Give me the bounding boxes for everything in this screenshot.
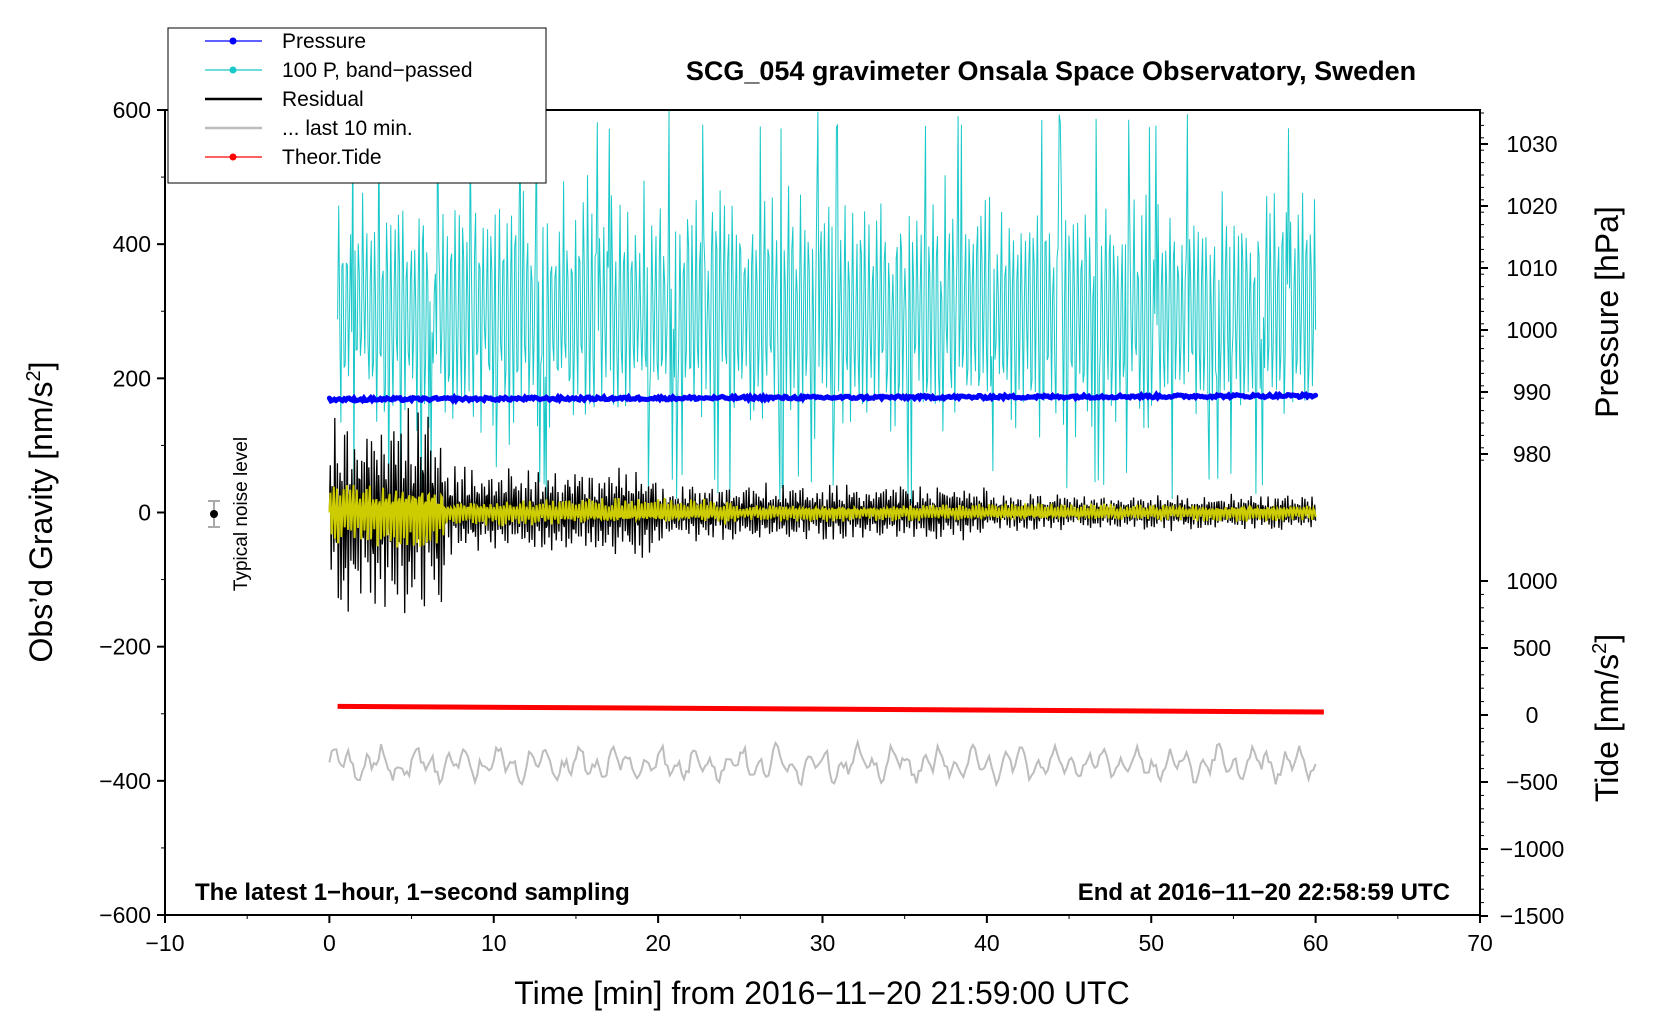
pressure-tick-label-4: 1020 — [1506, 193, 1557, 219]
legend-label-1: 100 P, band−passed — [282, 59, 473, 82]
x-tick-label-3: 20 — [645, 930, 671, 956]
y-tick-label-6: 600 — [113, 97, 151, 123]
legend-label-4: Theor.Tide — [282, 146, 382, 169]
y-tick-label-5: 400 — [113, 231, 151, 257]
pressure-tick-label-3: 1010 — [1506, 255, 1557, 281]
noise-point — [210, 510, 218, 518]
noise-label: Typical noise level — [231, 437, 252, 591]
pressure-tick-label-2: 1000 — [1506, 317, 1557, 343]
tick-layer: −10 0 10 20 30 40 50 60 70−600−400−2000200400600… — [99, 97, 1564, 956]
legend-marker-0 — [229, 37, 237, 45]
x-tick-label-4: 30 — [810, 930, 836, 956]
data-layer — [326, 110, 1324, 788]
y-axis-title-main: Obs’d Gravity [nm/s — [23, 382, 59, 663]
legend-label-2: Residual — [282, 88, 364, 111]
x-tick-label-0: −10 — [145, 930, 184, 956]
y-axis-title-sup: 2 — [23, 370, 45, 381]
legend: Pressure 100 P, band−passed Residual ... la… — [167, 27, 547, 184]
tide-axis-title-main: Tide [nm/s — [1589, 654, 1625, 802]
x-tick-label-2: 10 — [481, 930, 507, 956]
x-tick-label-6: 50 — [1138, 930, 1164, 956]
series-last10min-line — [328, 738, 1317, 788]
y-tick-label-2: −200 — [99, 634, 151, 660]
legend-label-3: ... last 10 min. — [282, 117, 413, 140]
pressure-axis-title: Pressure [hPa] — [1589, 206, 1625, 418]
note-sampling: The latest 1−hour, 1−second sampling — [195, 879, 630, 906]
x-axis-title: Time [min] from 2016−11−20 21:59:00 UTC — [514, 975, 1129, 1011]
legend-label-0: Pressure — [282, 30, 366, 53]
y-axis-title-close: ] — [23, 362, 59, 371]
x-tick-label-1: 0 — [323, 930, 336, 956]
tide-axis-title: Tide [nm/s2] — [1589, 634, 1625, 802]
tide-tick-label-2: −500 — [1506, 769, 1558, 795]
x-tick-label-5: 40 — [974, 930, 1000, 956]
tide-tick-label-1: −1000 — [1500, 836, 1565, 862]
x-tick-label-8: 70 — [1467, 930, 1493, 956]
tide-tick-label-4: 500 — [1513, 635, 1551, 661]
tide-tick-label-3: 0 — [1526, 702, 1539, 728]
note-end-time: End at 2016−11−20 22:58:59 UTC — [1078, 879, 1450, 906]
tide-tick-label-0: −1500 — [1500, 903, 1565, 929]
pressure-tick-label-5: 1030 — [1506, 131, 1557, 157]
tide-tick-label-5: 1000 — [1506, 568, 1557, 594]
series-tide-line — [337, 703, 1324, 715]
series-pressure-line — [326, 390, 1319, 405]
legend-marker-4 — [229, 153, 237, 161]
noise-level-indicator: Typical noise level — [208, 437, 252, 591]
series-bandpassed-line — [337, 110, 1317, 504]
legend-marker-1 — [229, 66, 237, 74]
pressure-tick-label-0: 980 — [1513, 441, 1551, 467]
x-tick-label-7: 60 — [1303, 930, 1329, 956]
y-tick-label-3: 0 — [138, 500, 151, 526]
y-tick-label-1: −400 — [99, 768, 151, 794]
chart-title: SCG_054 gravimeter Onsala Space Observat… — [686, 56, 1416, 86]
pressure-tick-label-1: 990 — [1513, 379, 1551, 405]
tide-axis-title-close: ] — [1589, 634, 1625, 643]
series-residual-overlay-line — [328, 484, 1317, 548]
legend-items: Pressure 100 P, band−passed Residual ... la… — [205, 30, 473, 169]
y-axis-title: Obs’d Gravity [nm/s2] — [23, 362, 59, 663]
y-tick-label-4: 200 — [113, 365, 151, 391]
y-tick-label-0: −600 — [99, 902, 151, 928]
tide-axis-title-sup: 2 — [1589, 643, 1611, 654]
